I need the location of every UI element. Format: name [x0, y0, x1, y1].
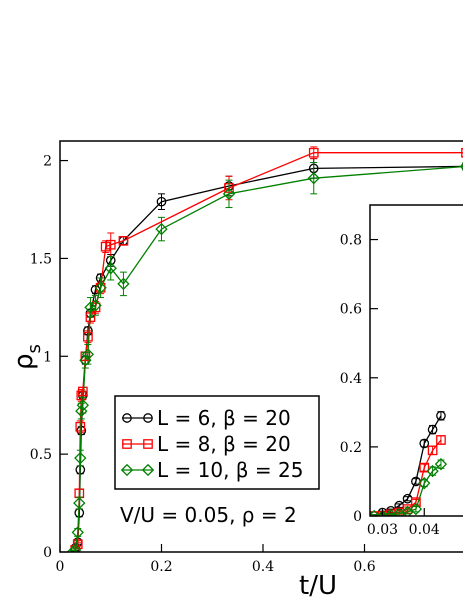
- main-y-tick-label: 2: [43, 154, 52, 170]
- main-series-l-10-25-point: [76, 399, 90, 412]
- inset-x-tick-label: 0.04: [409, 522, 440, 538]
- main-series-l-10-25-error-bar: [119, 271, 127, 297]
- legend-label: L = 10, β = 25: [157, 458, 303, 482]
- main-y-tick-label: 0: [43, 545, 52, 561]
- x-axis-label: t/U: [299, 571, 337, 599]
- inset-axes: 0.03 0.04 0 0.2 0.4 0.6 0.8: [340, 204, 463, 538]
- main-y-tick-label: 1: [43, 349, 52, 365]
- main-series-l-10-25-point: [222, 187, 236, 201]
- inset-series-l-10-25-point: [434, 457, 448, 471]
- main-series-l-8-20-point: [83, 331, 93, 342]
- main-series-l-8-20-point: [105, 239, 116, 250]
- inset-chart: 0.03 0.04 0 0.2 0.4 0.6 0.8: [340, 204, 463, 538]
- inset-series-l-6-20-point: [419, 438, 430, 449]
- main-x-tick-label: 0.2: [150, 559, 172, 575]
- main-series-l-10-25-point: [104, 262, 117, 275]
- main-x-tick-label: 0.4: [252, 559, 274, 575]
- main-series-l-10-25-error-bar: [75, 496, 83, 510]
- legend-entry-l-8-20: L = 8, β = 20: [122, 432, 291, 456]
- main-series-l-10-25-error-bar: [92, 295, 100, 316]
- legend-marker: [122, 413, 132, 423]
- inset-background: [370, 205, 463, 516]
- main-series-l-10-25-error-bar: [225, 179, 233, 209]
- main-y-tick-label: 0.5: [30, 447, 52, 463]
- main-series-l-10-25-point: [155, 222, 168, 236]
- inset-y-tick-label: 0.6: [340, 302, 362, 318]
- main-axis-labels: t/U ρs: [9, 344, 337, 599]
- inset-series-l-6-20-point: [436, 410, 446, 421]
- legend-entries: L = 6, β = 20L = 8, β = 20L = 10, β = 25: [120, 406, 303, 482]
- legend-marker: [122, 439, 132, 449]
- main-series-l-10-25-error-bar: [97, 277, 105, 299]
- main-series-l-8-20-point: [118, 235, 129, 246]
- inset-series-l-8-20-point: [419, 462, 430, 473]
- inset-series-l-10-25-error-bar: [437, 459, 445, 469]
- main-series-l-8-20-point: [100, 241, 111, 252]
- inset-x-tick-label: 0.03: [367, 522, 398, 538]
- inset-series-l-10-25-point: [409, 502, 423, 516]
- main-series-l-6-20-point: [156, 196, 167, 207]
- main-series-l-10-25-point: [94, 281, 107, 294]
- main-x-tick-label: 0.6: [353, 559, 375, 575]
- main-x-tick-label: 0: [56, 559, 65, 575]
- inset-series-l-10-25-point: [418, 477, 431, 490]
- inset-y-tick-label: 0.4: [340, 371, 362, 387]
- legend-label: L = 6, β = 20: [157, 406, 291, 430]
- main-series-l-10-25-point: [81, 348, 95, 361]
- inset-y-tick-label: 0.2: [340, 440, 362, 456]
- y-axis-label: ρs: [9, 344, 45, 370]
- inset-series-l-10-25-point: [426, 464, 439, 478]
- inset-y-tick-label: 0.8: [340, 233, 362, 249]
- main-series-l-10-25-point: [73, 496, 86, 510]
- main-series-l-10-25-point: [74, 451, 87, 465]
- main-plot-area: [66, 146, 463, 552]
- main-series-l-8-20-point: [308, 147, 319, 158]
- main-series-l-10-25-point: [89, 299, 102, 312]
- legend-label: L = 8, β = 20: [157, 432, 291, 456]
- main-series-l-6-20-error-bar: [158, 193, 165, 210]
- main-series-l-10-25-point: [117, 277, 130, 291]
- inset-series-l-6-20-error-bar: [395, 503, 403, 508]
- inset-series-l-10-25-error-bar: [429, 466, 437, 476]
- main-series-l-10-25-error-bar: [86, 297, 94, 318]
- legend-marker: [143, 439, 153, 449]
- legend-marker: [120, 463, 134, 477]
- legend-marker: [141, 463, 155, 477]
- main-series-l-10-25: [66, 162, 463, 552]
- main-series-l-10-25-error-bar: [158, 216, 165, 242]
- y-axis-label-symbol: ρ: [9, 353, 39, 370]
- y-axis-label-subscript: s: [24, 344, 45, 353]
- main-series-l-10-25-error-bar: [74, 528, 82, 537]
- legend-entry-l-10-25: L = 10, β = 25: [120, 458, 303, 482]
- inset-series-l-8-20-point: [436, 435, 446, 445]
- main-y-tick-label: 1.5: [30, 251, 52, 267]
- inset-series-l-6-20-point: [427, 424, 438, 435]
- main-series-l-10-25-point: [71, 526, 84, 539]
- legend: L = 6, β = 20L = 8, β = 20L = 10, β = 25: [114, 395, 320, 490]
- main-series-l-10-25-error-bar: [310, 162, 318, 195]
- inset-frame: [369, 204, 463, 517]
- legend-marker: [143, 413, 153, 423]
- inset-series-l-6-20-error-bar: [412, 478, 420, 485]
- parameter-annotation: V/U = 0.05, ρ = 2: [120, 503, 297, 527]
- main-chart: 0 0.2 0.4 0.6 0 0.5 1 1.5 2 t/U ρs: [9, 140, 463, 599]
- main-series-l-10-25-error-bar: [107, 255, 115, 281]
- inset-y-tick-label: 0: [353, 509, 362, 525]
- inset-series-l-10-25-error-bar: [370, 514, 378, 516]
- main-series-l-10-25-point: [66, 545, 79, 552]
- main-axes: 0 0.2 0.4 0.6 0 0.5 1 1.5 2: [30, 140, 463, 575]
- main-series-l-10-25-point: [69, 543, 82, 552]
- main-series-l-10-25-point: [84, 301, 97, 314]
- main-series-l-10-25-point: [307, 172, 320, 185]
- inset-series-l-8-20-point: [427, 445, 438, 456]
- main-series-l-10-25-error-bar: [84, 344, 92, 365]
- inset-series-l-6-20-error-bar: [404, 496, 412, 502]
- legend-entry-l-6-20: L = 6, β = 20: [122, 406, 291, 430]
- main-series-l-8-20-point: [461, 147, 463, 158]
